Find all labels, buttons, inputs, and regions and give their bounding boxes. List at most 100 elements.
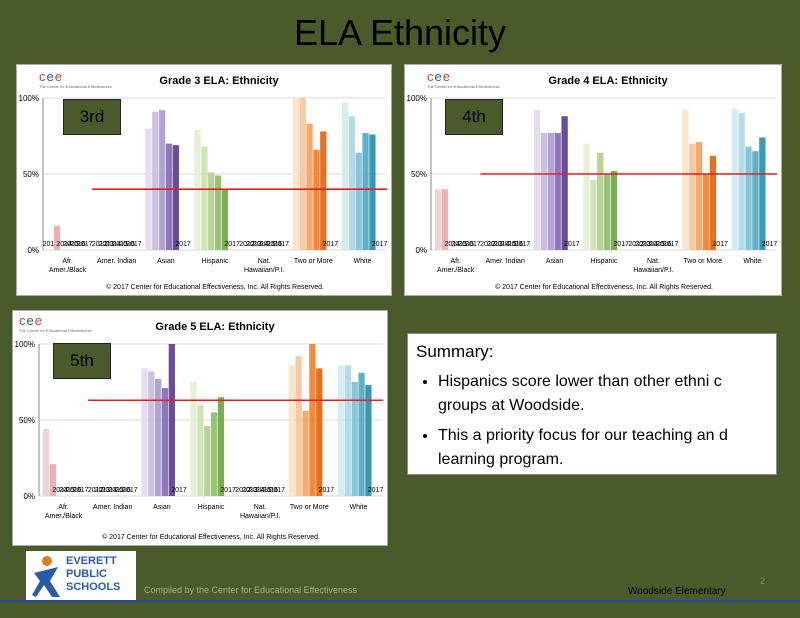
chart-svg: Grade 4 ELA: Ethnicity0%50%100%201420152… <box>407 75 778 291</box>
grade-badge: 3rd <box>63 99 121 135</box>
bar <box>597 152 604 250</box>
year-label: 2013 <box>487 241 503 248</box>
year-label: 2017 <box>663 241 679 248</box>
bar <box>316 368 323 496</box>
logo-letter-e2: e <box>54 69 63 84</box>
bar <box>695 142 703 250</box>
bar <box>610 170 618 250</box>
year-label: 2016 <box>267 241 283 248</box>
bar <box>583 143 590 250</box>
district-line3: SCHOOLS <box>66 581 121 593</box>
year-label: 2017 <box>269 487 285 494</box>
copyright-text: © 2017 Center for Educational Effectiven… <box>102 533 320 541</box>
category-label: White <box>353 258 371 265</box>
year-label: 2017 <box>323 241 339 248</box>
category-label: Amer. Indian <box>485 258 524 265</box>
category-label: Nat. <box>647 258 660 265</box>
category-label: Asian <box>153 504 171 511</box>
year-label: 2015 <box>59 487 75 494</box>
year-label: 2013 <box>242 487 258 494</box>
logo-tagline: The Center for Educational Effectiveness <box>19 328 92 333</box>
bar <box>682 110 689 250</box>
bar <box>53 225 61 250</box>
slide-title: ELA Ethnicity <box>293 12 507 53</box>
year-label: 2016 <box>508 241 524 248</box>
y-tick-label: 100% <box>15 340 35 349</box>
bar <box>689 143 696 250</box>
bar <box>590 180 597 250</box>
bar <box>208 172 215 250</box>
category-label: Asian <box>157 258 175 265</box>
y-tick-label: 0% <box>23 492 35 501</box>
cee-logo: cee The Center for Educational Effective… <box>39 69 112 89</box>
footer-school: Woodside Elementary <box>628 586 726 597</box>
bar <box>215 175 222 250</box>
logo-letter-e2: e <box>442 69 451 84</box>
year-label: 2012 <box>480 241 496 248</box>
y-tick-label: 50% <box>19 416 35 425</box>
logo-letter-e1: e <box>434 69 443 84</box>
year-label: 2017 <box>465 241 481 248</box>
bar <box>165 143 173 250</box>
bar <box>320 131 327 250</box>
bar <box>554 132 561 250</box>
bar <box>759 137 766 250</box>
year-label: 2016 <box>656 241 672 248</box>
year-label: 2017 <box>368 487 384 494</box>
year-label: 2012 <box>628 241 644 248</box>
bar <box>292 98 299 250</box>
bar <box>306 123 313 250</box>
copyright-text: © 2017 Center for Educational Effectiven… <box>495 283 713 291</box>
bar <box>547 132 554 250</box>
bar <box>738 113 745 250</box>
year-label: 2017 <box>372 241 388 248</box>
y-tick-label: 100% <box>407 94 427 103</box>
y-tick-label: 50% <box>23 170 39 179</box>
bar <box>197 404 204 496</box>
logo-tagline: The Center for Educational Effectiveness <box>39 84 112 89</box>
chart-panel-grade3: cee The Center for Educational Effective… <box>16 64 392 296</box>
chart-panel-grade5: cee The Center for Educational Effective… <box>12 310 388 546</box>
category-label: Amer./Black <box>437 267 475 274</box>
year-label: 2017 <box>220 487 236 494</box>
bar <box>211 412 218 496</box>
bar <box>295 356 302 496</box>
category-label: Two or More <box>290 504 329 511</box>
summary-bullet: Hispanics score lower than other ethni c… <box>438 370 768 418</box>
category-label: Amer. Indian <box>93 504 132 511</box>
summary-bullet: This a priority focus for our teaching a… <box>438 424 768 472</box>
summary-heading: Summary: <box>416 342 494 361</box>
bar <box>152 111 159 251</box>
logo-letter-e1: e <box>26 313 35 328</box>
bar <box>533 110 541 250</box>
bar <box>540 132 548 250</box>
logo-letter-e1: e <box>46 69 55 84</box>
category-label: Hawaiian/P.I. <box>244 267 284 274</box>
cee-logo: cee The Center for Educational Effective… <box>427 69 500 89</box>
bar <box>43 429 50 496</box>
year-label: 2015 <box>260 241 276 248</box>
year-label: 2017 <box>273 241 289 248</box>
y-tick-label: 50% <box>411 170 427 179</box>
year-label: 2014 <box>56 241 72 248</box>
year-label: 2016 <box>66 487 82 494</box>
chart-title: Grade 3 ELA: Ethnicity <box>159 75 279 87</box>
summary-box: Summary: Hispanics score lower than othe… <box>407 333 777 475</box>
year-label: 2014 <box>494 241 510 248</box>
cee-logo: cee The Center for Educational Effective… <box>19 313 92 333</box>
bar <box>441 189 449 250</box>
year-label: 2017 <box>122 487 138 494</box>
page-number: 2 <box>760 576 766 586</box>
category-label: Hawaiian/P.I. <box>633 267 673 274</box>
year-label: 2015 <box>63 241 79 248</box>
year-label: 2015 <box>256 487 272 494</box>
category-label: Afr. <box>450 258 461 265</box>
category-label: Nat. <box>258 258 271 265</box>
bar <box>344 365 351 496</box>
bar <box>299 98 306 250</box>
year-label: 2017 <box>319 487 335 494</box>
bar <box>752 151 759 250</box>
bar <box>204 426 211 496</box>
year-label: 2013 <box>635 241 651 248</box>
year-label: 2017 <box>515 241 531 248</box>
